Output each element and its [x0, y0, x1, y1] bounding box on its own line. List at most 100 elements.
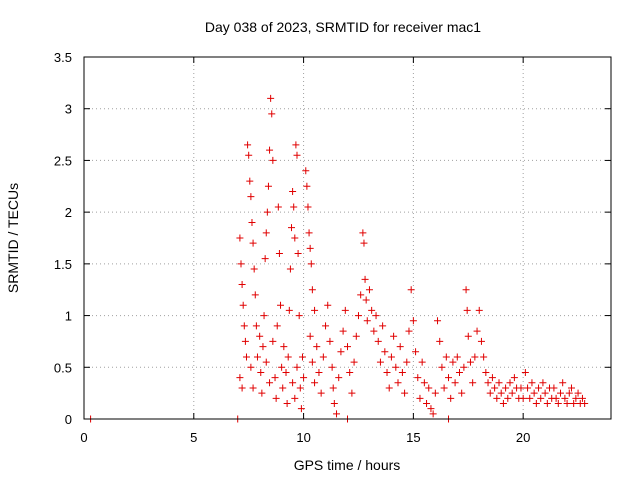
- data-point: [506, 379, 514, 387]
- data-point: [335, 374, 343, 382]
- data-point: [268, 110, 276, 118]
- data-point: [269, 156, 277, 164]
- axis-ticks: [83, 56, 611, 420]
- data-point: [372, 312, 380, 320]
- data-point: [416, 394, 424, 402]
- data-point: [572, 394, 580, 402]
- data-point: [341, 306, 349, 314]
- data-point: [429, 410, 437, 418]
- data-point: [357, 291, 365, 299]
- data-point: [530, 389, 538, 397]
- data-point: [453, 353, 461, 361]
- y-tick-label: 0.5: [54, 360, 72, 375]
- data-point: [247, 363, 255, 371]
- data-point: [425, 384, 433, 392]
- data-point: [292, 141, 300, 149]
- data-point: [493, 394, 501, 402]
- y-axis-label: SRMTID / TECUs: [5, 183, 21, 293]
- x-tick-label: 15: [406, 430, 420, 445]
- data-point: [464, 332, 472, 340]
- data-point: [376, 358, 384, 366]
- data-point: [306, 244, 314, 252]
- data-point: [449, 358, 457, 366]
- data-point: [431, 389, 439, 397]
- data-point: [291, 234, 299, 242]
- data-point: [524, 384, 532, 392]
- data-point: [241, 337, 249, 345]
- data-point: [257, 368, 265, 376]
- data-point: [510, 374, 518, 382]
- data-point: [528, 379, 536, 387]
- data-point: [466, 358, 474, 366]
- data-point: [480, 353, 488, 361]
- data-point: [260, 312, 268, 320]
- data-point: [359, 229, 367, 237]
- data-point: [486, 389, 494, 397]
- data-point: [329, 384, 337, 392]
- data-point: [308, 358, 316, 366]
- data-point: [537, 394, 545, 402]
- data-point: [283, 399, 291, 407]
- x-tick-label: 5: [190, 430, 197, 445]
- data-point: [535, 384, 543, 392]
- data-point: [418, 358, 426, 366]
- data-point: [463, 306, 471, 314]
- data-point: [442, 353, 450, 361]
- data-point: [273, 322, 281, 330]
- data-point: [502, 384, 510, 392]
- data-point: [291, 394, 299, 402]
- data-point: [303, 182, 311, 190]
- data-point: [539, 379, 547, 387]
- data-point: [541, 389, 549, 397]
- data-point: [469, 379, 477, 387]
- data-point: [258, 389, 266, 397]
- data-point: [550, 384, 558, 392]
- data-point: [574, 389, 582, 397]
- data-point: [262, 358, 270, 366]
- data-point: [362, 296, 370, 304]
- data-point: [517, 384, 525, 392]
- data-point: [423, 399, 431, 407]
- data-point: [275, 250, 283, 258]
- data-point: [561, 394, 569, 402]
- data-point: [460, 363, 468, 371]
- data-point: [240, 322, 248, 330]
- data-point: [290, 203, 298, 211]
- data-point: [246, 177, 254, 185]
- data-point: [473, 327, 481, 335]
- data-point: [398, 368, 406, 376]
- data-point: [249, 239, 257, 247]
- data-point: [401, 389, 409, 397]
- data-point: [256, 332, 264, 340]
- grid-lines: [84, 57, 611, 419]
- data-point: [348, 389, 356, 397]
- data-point: [387, 353, 395, 361]
- data-point: [326, 337, 334, 345]
- data-point: [519, 394, 527, 402]
- data-point: [447, 394, 455, 402]
- x-tick-labels: 0 5 10 15 20: [80, 430, 530, 445]
- y-tick-label: 1: [65, 309, 72, 324]
- data-point: [266, 379, 274, 387]
- data-point: [238, 384, 246, 392]
- data-point: [499, 399, 507, 407]
- data-point: [269, 337, 277, 345]
- data-point: [482, 368, 490, 376]
- data-point: [556, 389, 564, 397]
- data-point: [381, 348, 389, 356]
- data-point: [302, 167, 310, 175]
- data-point: [272, 394, 280, 402]
- data-point: [565, 389, 573, 397]
- data-point: [322, 322, 330, 330]
- data-point: [271, 374, 279, 382]
- data-point: [484, 379, 492, 387]
- data-point: [451, 379, 459, 387]
- data-point: [578, 394, 586, 402]
- data-point: [383, 368, 391, 376]
- data-point: [266, 146, 274, 154]
- data-point: [370, 327, 378, 335]
- data-point: [294, 250, 302, 258]
- data-point: [346, 368, 354, 376]
- data-point: [293, 363, 301, 371]
- data-point: [259, 343, 267, 351]
